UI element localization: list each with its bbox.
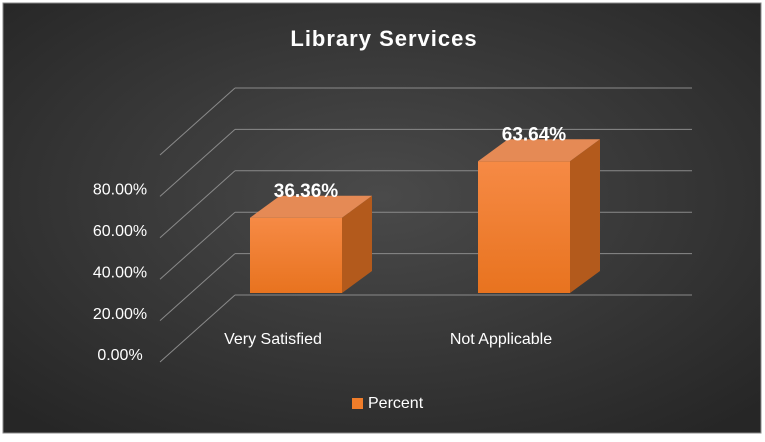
x-tick-label: Very Satisfied [224,331,322,348]
grid-line [159,170,236,239]
bar-top [478,139,600,162]
data-label: 63.64% [502,124,567,145]
bar-side [342,195,372,293]
chart-title: Library Services [290,26,477,51]
legend-label: Percent [368,395,424,412]
bar-top [250,195,372,218]
bar [250,217,342,293]
grid-line [159,129,236,197]
x-tick-label: Not Applicable [450,331,552,348]
legend-swatch [352,398,363,409]
data-label: 36.36% [274,181,339,202]
y-tick-label: 60.00% [93,223,147,240]
bar [478,161,570,293]
grid-line [159,87,236,156]
y-tick-label: 20.00% [93,306,147,323]
grid-line [159,294,236,363]
y-tick-label: 80.00% [93,182,147,199]
chart-background [2,2,762,434]
y-tick-label: 40.00% [93,264,147,281]
grid-line [159,211,236,280]
y-tick-label: 0.00% [97,347,142,364]
grid-line [159,253,236,321]
bar-side [570,139,600,293]
